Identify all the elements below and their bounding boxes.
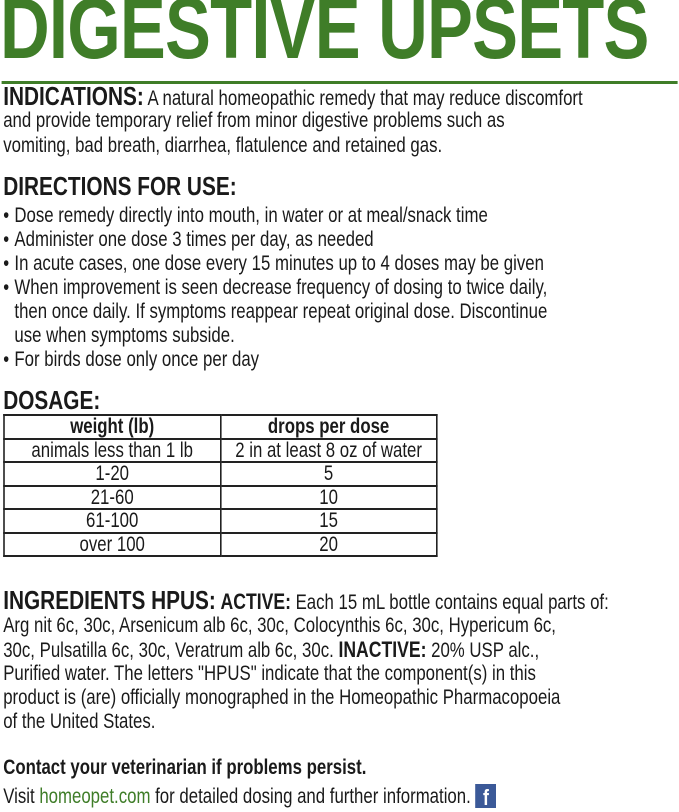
visit-line: Visit homeopet.com for detailed dosing a… (3, 784, 497, 810)
weight-cell: 1-20 (3, 461, 222, 487)
weight-cell: 61-100 (3, 508, 222, 534)
dosage-table: weight (lb) drops per dose animals less t… (3, 414, 438, 557)
ingredients-line: Purified water. The letters "HPUS" indic… (3, 662, 536, 685)
active-label: ACTIVE: (220, 589, 291, 614)
directions-heading: DIRECTIONS FOR USE: (3, 171, 237, 201)
column-header: drops per dose (219, 414, 438, 440)
list-item: • In acute cases, one dose every 15 minut… (3, 252, 544, 275)
indications-line: and provide temporary relief from minor … (3, 109, 505, 132)
drops-cell: 15 (219, 508, 438, 534)
contact-note: Contact your veterinarian if problems pe… (3, 756, 367, 779)
ingredients-line: 30c, Pulsatilla 6c, 30c, Veratrum alb 6c… (3, 637, 540, 663)
list-item: • When improvement is seen decrease frequ… (3, 276, 548, 347)
table-row: 61-100 15 (3, 508, 438, 534)
weight-cell: over 100 (3, 531, 222, 557)
weight-cell: 21-60 (3, 484, 222, 510)
column-header: weight (lb) (3, 414, 222, 440)
inactive-label: INACTIVE: (338, 637, 427, 662)
facebook-icon[interactable]: f (475, 784, 497, 810)
indications-line: vomiting, bad breath, diarrhea, flatulen… (3, 134, 443, 157)
dosage-heading: DOSAGE: (3, 385, 101, 415)
ingredients-heading: INGREDIENTS HPUS: (3, 585, 216, 615)
homeopet-link[interactable]: homeopet.com (39, 785, 151, 808)
drops-cell: 5 (219, 461, 438, 487)
ingredients-line: Arg nit 6c, 30c, Arsenicum alb 6c, 30c, … (3, 614, 556, 637)
weight-cell: animals less than 1 lb (3, 437, 222, 463)
ingredients-line: product is (are) officially monographed … (3, 686, 561, 709)
table-row: 21-60 10 (3, 484, 438, 510)
table-row: 1-20 5 (3, 461, 438, 487)
drops-cell: 10 (219, 484, 438, 510)
drops-cell: 20 (219, 531, 438, 557)
ingredients-line: of the United States. (3, 710, 156, 733)
list-item: • Dose remedy directly into mouth, in wat… (3, 204, 488, 227)
drops-cell: 2 in at least 8 oz of water (219, 437, 438, 463)
list-item: • Administer one dose 3 times per day, as… (3, 228, 374, 251)
indications-heading: INDICATIONS: (3, 81, 144, 111)
indications-text: A natural homeopathic remedy that may re… (147, 87, 583, 110)
divider (1, 81, 678, 84)
list-item: • For birds dose only once per day (3, 348, 260, 371)
indications-line: INDICATIONS: A natural homeopathic remed… (3, 81, 583, 111)
table-row: over 100 20 (3, 531, 438, 557)
ingredients-line: INGREDIENTS HPUS: ACTIVE: Each 15 mL bot… (3, 585, 609, 615)
table-row: animals less than 1 lb 2 in at least 8 oz… (3, 437, 438, 463)
table-header-row: weight (lb) drops per dose (3, 414, 438, 440)
page-title: DIGESTIVE UPSETS (0, 0, 649, 77)
